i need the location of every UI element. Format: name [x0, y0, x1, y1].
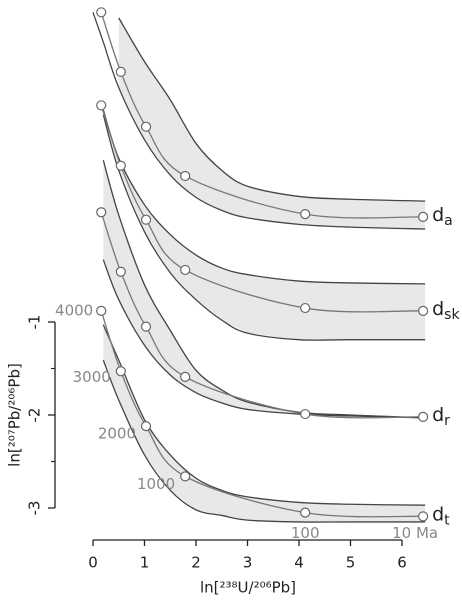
data-point [418, 511, 429, 522]
data-point [96, 207, 107, 218]
series-subscript: t [444, 512, 450, 528]
data-point [180, 264, 191, 276]
data-point [418, 411, 429, 422]
series-label: dr [432, 403, 450, 429]
data-point [140, 214, 152, 225]
x-tick-label: 4 [294, 554, 304, 572]
data-point [115, 266, 126, 277]
series-subscript: r [444, 413, 450, 429]
x-tick-label: 5 [346, 554, 356, 572]
envelope-lower [102, 114, 426, 341]
envelope-band [118, 17, 426, 229]
x-tick-label: 2 [191, 554, 201, 572]
series-label: dsk [432, 297, 460, 323]
series-name: d [432, 297, 444, 319]
data-point [418, 211, 429, 223]
envelope-band [103, 109, 426, 340]
data-point [96, 100, 107, 111]
y-tick-label: -1 [26, 315, 44, 330]
series-name: d [432, 203, 444, 225]
x-tick-label: 1 [140, 554, 150, 572]
series-name: d [432, 503, 444, 525]
age-label: 100 [291, 524, 320, 542]
data-point [300, 302, 311, 314]
data-point [115, 160, 126, 171]
y-tick-label: -3 [26, 501, 44, 516]
series-subscript: a [444, 213, 453, 229]
x-tick-label: 3 [243, 554, 253, 572]
x-tick-label: 0 [88, 554, 98, 572]
series-label: dt [432, 503, 450, 529]
y-tick-label: -2 [26, 408, 44, 423]
data-point [115, 66, 126, 77]
age-label: 10 Ma [392, 524, 438, 542]
data-point [300, 408, 311, 420]
data-point [140, 421, 152, 432]
data-point [180, 471, 191, 482]
series-name: d [432, 403, 444, 425]
envelope-upper [102, 160, 426, 419]
data-point [115, 366, 126, 377]
series-label: da [432, 203, 453, 229]
envelope-lower [92, 12, 426, 230]
data-point [180, 371, 191, 382]
envelope-lower [102, 259, 426, 419]
age-label: 4000 [55, 301, 93, 319]
data-point [96, 305, 107, 316]
data-point [180, 170, 191, 182]
envelope-upper [118, 17, 426, 202]
envelope-lower [102, 359, 426, 523]
data-point [140, 321, 152, 332]
envelope-upper [102, 324, 426, 506]
age-label: 1000 [137, 475, 175, 493]
x-tick-label: 6 [397, 554, 407, 572]
x-axis-label: ln[²³⁸U/²⁰⁶Pb] [200, 579, 296, 597]
data-point [418, 305, 429, 316]
data-point [96, 7, 107, 18]
series-subscript: sk [444, 307, 460, 323]
data-point [140, 121, 152, 132]
y-axis-label: ln[²⁰⁷Pb/²⁰⁶Pb] [6, 363, 24, 467]
data-point [300, 507, 311, 518]
envelope-upper [102, 109, 426, 285]
data-point [300, 209, 311, 220]
age-label: 2000 [98, 425, 136, 443]
age-label: 3000 [73, 368, 111, 386]
